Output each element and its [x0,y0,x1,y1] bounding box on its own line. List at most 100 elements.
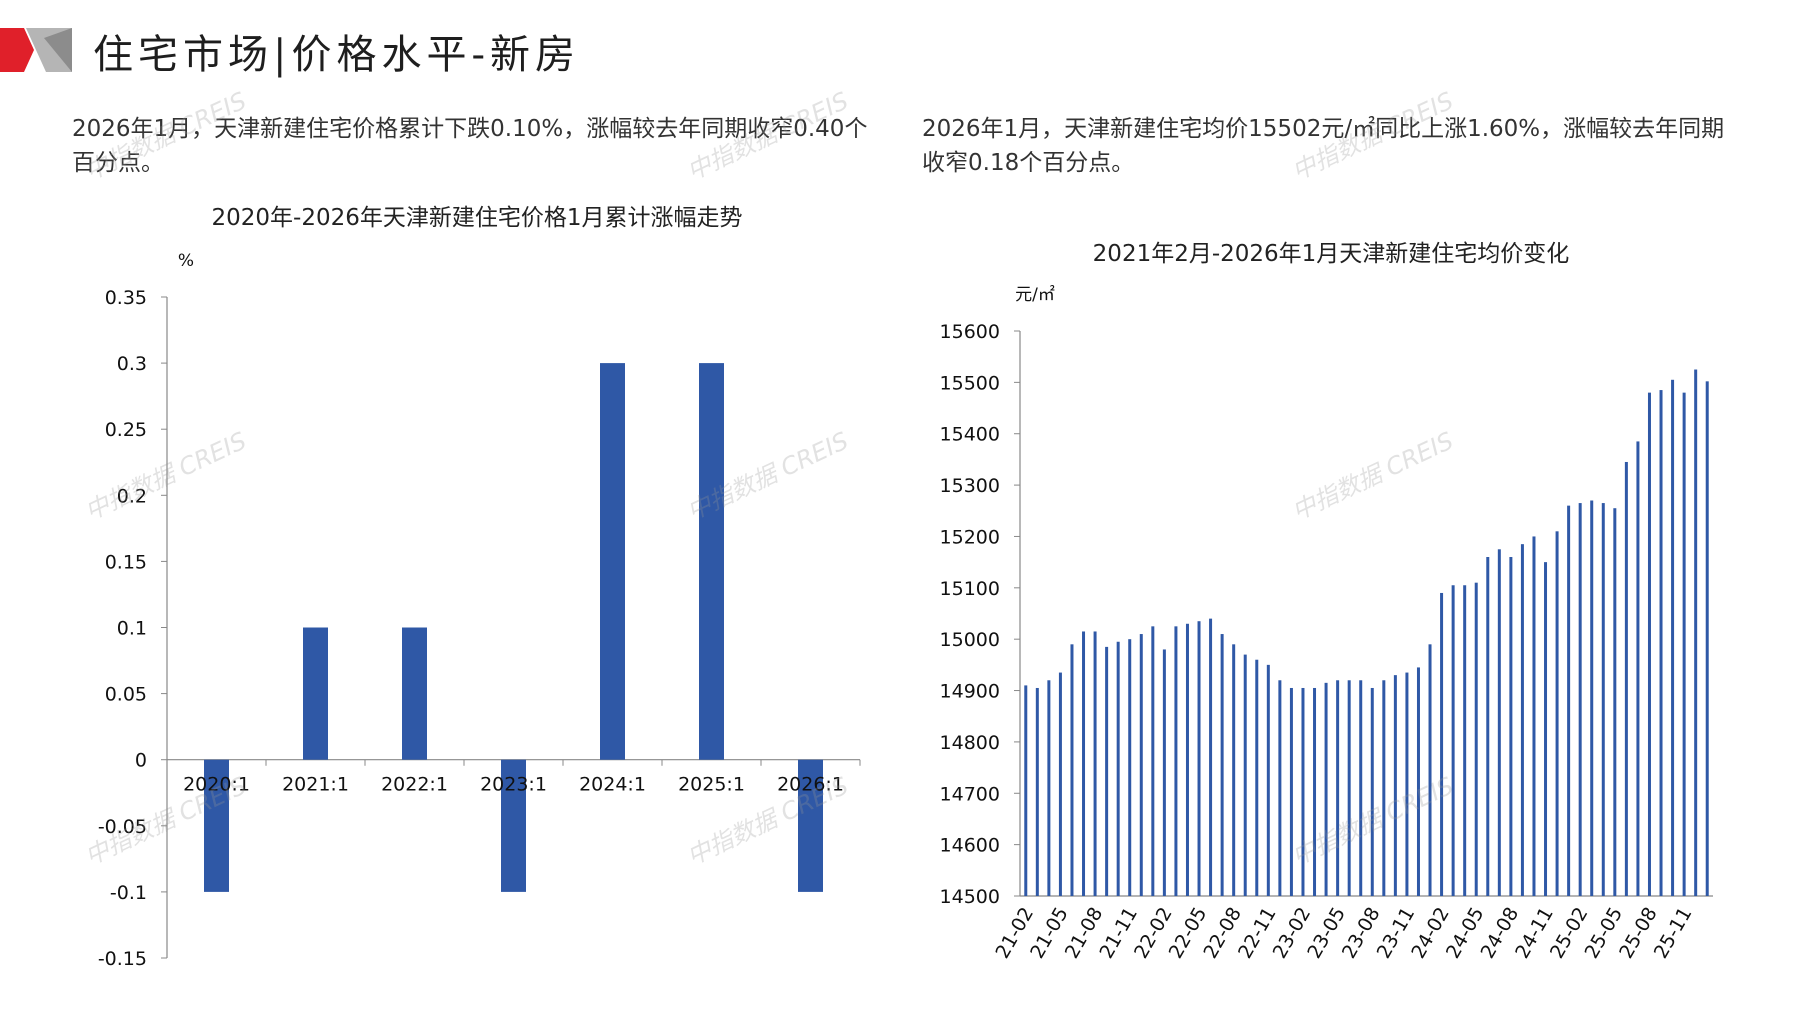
chart-2-y-unit: 元/㎡ [1015,285,1055,305]
chart-2-bar [1116,641,1120,896]
chart-2-bar [1151,626,1155,896]
chart-2-bar [1370,687,1374,896]
chart-2-bar [1474,582,1478,896]
chart-2-bar [1347,680,1351,896]
chart-1-y-tick-label: 0.05 [105,684,147,706]
chart-2-bar [1301,687,1305,896]
chart-2-bar [1243,654,1247,896]
chart-2-bar [1659,390,1663,896]
chart-1-y-unit: % [178,251,194,271]
chart-2-bar [1185,623,1189,896]
page-title: 住宅市场|价格水平-新房 [93,32,580,78]
chart-2-bar [1128,639,1132,896]
chart-2-bar [1336,680,1340,896]
chart-2-bar [1440,592,1444,896]
chart-2-y-tick-label: 14700 [940,783,1000,805]
chart-2-bar [1070,644,1074,896]
chart-1-x-tick-label: 2022:1 [381,774,448,796]
chart-2-bar [1694,369,1698,897]
chart-2-bar [1544,562,1548,896]
chart-2-bar [1416,667,1420,896]
chart-2-bar [1647,392,1651,896]
logo-dark-shape [44,28,72,72]
chart-2-y-tick-label: 15100 [940,578,1000,600]
chart-2-bar [1093,631,1097,896]
chart-1-y-tick-label: -0.15 [98,948,147,970]
chart-2-bar [1520,544,1524,896]
chart-1-y-tick-label: 0 [135,750,147,772]
chart-2-bar [1555,531,1559,896]
chart-2-bar [1486,557,1490,896]
chart-2-bar [1105,646,1109,896]
chart-2-bar [1405,672,1409,896]
chart-2-y-tick-label: 15600 [940,321,1000,343]
chart-2-bar [1220,634,1224,896]
chart-2-bar [1567,505,1571,896]
chart-2-bar [1058,672,1062,896]
chart-2-bar [1313,687,1317,896]
chart-2-y-tick-label: 15300 [940,475,1000,497]
chart-1-y-tick-label: 0.25 [105,419,147,441]
summary-right: 2026年1月，天津新建住宅均价15502元/㎡同比上涨1.60%，涨幅较去年同… [922,116,1725,176]
chart-2-bar [1451,585,1455,896]
chart-2-bar [1289,687,1293,896]
logo-red-shape [0,28,34,72]
chart-2-bar [1463,585,1467,896]
summary-left: 2026年1月，天津新建住宅价格累计下跌0.10%，涨幅较去年同期收窄0.40个… [72,116,868,176]
chart-1-bar [402,627,427,760]
brand-logo-icon [0,28,72,72]
chart-1-y-tick-label: 0.1 [117,618,147,640]
chart-2-bar [1162,649,1166,896]
chart-1-y-tick-label: -0.05 [98,816,147,838]
chart-2-bar [1035,687,1039,896]
chart-2-bar [1047,680,1051,896]
chart-2-bar [1209,618,1213,896]
chart-2-bar [1682,392,1686,896]
chart-1-y-tick-label: 0.35 [105,287,147,309]
chart-1-bar [303,627,328,760]
chart-2-bar [1705,381,1709,896]
chart-2-y-tick-label: 14900 [940,681,1000,703]
chart-2-bar [1393,675,1397,896]
chart-1-x-tick-label: 2021:1 [282,774,349,796]
chart-2-bar [1578,503,1582,896]
chart-1-y-tick-label: -0.1 [110,882,147,904]
chart-2-y-tick-label: 15400 [940,424,1000,446]
chart-2-bar [1197,621,1201,896]
chart-2-bar [1636,441,1640,896]
chart-1-x-tick-label: 2020:1 [183,774,250,796]
chart-1-x-tick-label: 2025:1 [678,774,745,796]
chart-2-bar [1671,379,1675,897]
chart-1-bar [798,759,823,892]
chart-2-bar [1359,680,1363,896]
chart-2-bar [1590,500,1594,896]
chart-2-bar [1509,557,1513,896]
chart-1-y-tick-label: 0.2 [117,485,147,507]
chart-1-y-tick-label: 0.3 [117,353,147,375]
chart-1-x-tick-label: 2024:1 [579,774,646,796]
chart-1-bar [204,759,229,892]
chart-2-bar [1532,536,1536,896]
chart-2-bar [1174,626,1178,896]
chart-2-y-tick-label: 14800 [940,732,1000,754]
chart-1-bar [699,363,724,760]
chart-2-bar [1139,634,1143,896]
chart-2-bar [1624,461,1628,896]
chart-1-y-tick-label: 0.15 [105,551,147,573]
chart-2-y-tick-label: 14600 [940,835,1000,857]
chart-2-y-tick-label: 15000 [940,629,1000,651]
chart-2-bar [1497,549,1501,896]
chart-2-bar [1601,503,1605,896]
chart-2-bar [1278,680,1282,896]
chart-2-bar [1266,664,1270,896]
chart-2-bar [1324,682,1328,896]
chart-2-bar [1382,680,1386,896]
chart-1-x-tick-label: 2026:1 [777,774,844,796]
chart-2-bar [1613,508,1617,896]
chart-2-title: 2021年2月-2026年1月天津新建住宅均价变化 [1093,241,1570,267]
chart-2-bar [1255,659,1259,896]
chart-1-bar [600,363,625,760]
chart-1-title: 2020年-2026年天津新建住宅价格1月累计涨幅走势 [212,205,743,231]
chart-2-bar [1428,644,1432,896]
